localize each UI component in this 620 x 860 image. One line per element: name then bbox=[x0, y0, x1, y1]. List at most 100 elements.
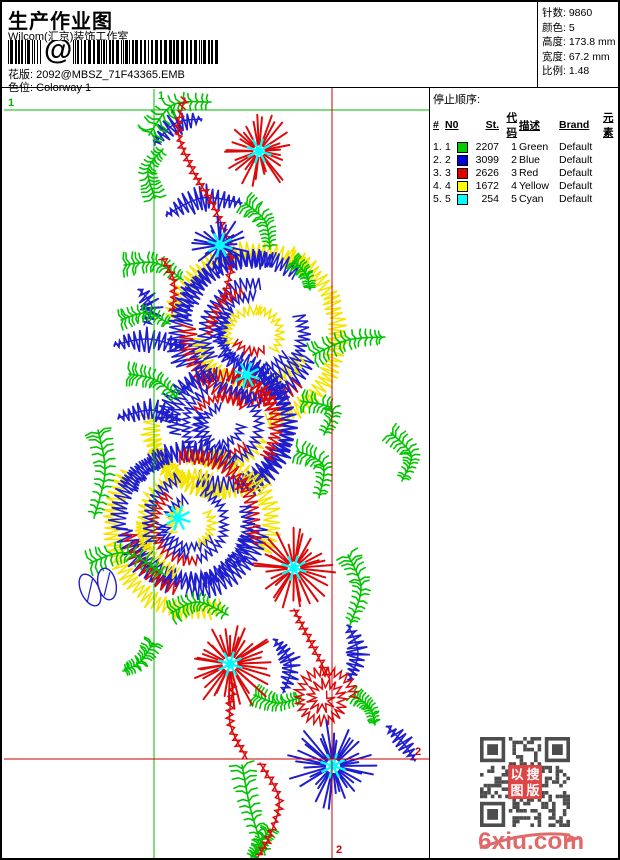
barcode-bar bbox=[75, 40, 77, 64]
stop-row-desc: Blue bbox=[519, 154, 541, 166]
stop-row-code: 5 bbox=[511, 193, 517, 205]
stop-row-stitches: 254 bbox=[481, 193, 499, 205]
barcode-bar bbox=[140, 40, 143, 64]
header-separator bbox=[2, 87, 618, 88]
barcode-bar bbox=[186, 40, 189, 64]
colorway-label: 色位: bbox=[8, 82, 34, 94]
stop-row-stitches: 2626 bbox=[475, 167, 499, 179]
barcode-bar bbox=[190, 40, 193, 64]
stop-sequence-panel: 停止顺序: # N0 St. 代码 描述 Brand 元素 1. 1 2207 1 Green Defa… bbox=[433, 91, 618, 205]
stop-row-seq: 3. bbox=[433, 167, 442, 179]
barcode-bar bbox=[109, 40, 112, 64]
stop-row-code: 3 bbox=[511, 167, 517, 179]
barcode-bar bbox=[181, 40, 185, 64]
barcode-bar bbox=[144, 40, 147, 64]
barcode-bar bbox=[199, 40, 201, 64]
stop-row-seq: 4. bbox=[433, 180, 442, 192]
barcode-bar bbox=[208, 40, 211, 64]
stop-row-seq: 1. bbox=[433, 141, 442, 153]
stop-row-brand: Default bbox=[559, 193, 593, 205]
column-header: 描述 bbox=[519, 119, 540, 132]
barcode-bar bbox=[112, 40, 115, 64]
column-header: N0 bbox=[445, 119, 459, 131]
column-header: 元素 bbox=[603, 112, 614, 139]
info-row: 高度: 173.8 mm bbox=[542, 36, 616, 48]
barcode-bar bbox=[201, 40, 203, 64]
guide-label: 2 bbox=[415, 746, 421, 758]
barcode-bar bbox=[169, 40, 173, 64]
barcode-bar bbox=[18, 40, 20, 64]
stop-row-brand: Default bbox=[559, 141, 593, 153]
stop-row-brand: Default bbox=[559, 180, 593, 192]
barcode-bar bbox=[121, 40, 123, 64]
barcode-bar bbox=[81, 40, 83, 64]
column-header: 代码 bbox=[506, 112, 518, 139]
thread-color-swatch bbox=[457, 180, 473, 192]
info-row: 针数: 9860 bbox=[542, 7, 593, 19]
barcode-bar bbox=[37, 40, 38, 64]
seal-char: 版 bbox=[526, 783, 539, 798]
guide-label: 2 bbox=[336, 844, 342, 856]
barcode-bar bbox=[135, 40, 139, 64]
colorway-value: Colorway 1 bbox=[36, 82, 92, 94]
barcode-bar bbox=[8, 40, 9, 64]
stop-row-code: 1 bbox=[511, 141, 517, 153]
pattern-label: 花版: bbox=[8, 69, 34, 81]
info-row: 颜色: 5 bbox=[542, 21, 575, 34]
info-row: 宽度: 67.2 mm bbox=[542, 50, 610, 63]
watermark-logo: 6xiu.com bbox=[472, 818, 592, 858]
barcode-at: @ bbox=[44, 40, 73, 64]
barcode-bar bbox=[116, 40, 120, 64]
barcode-bar bbox=[160, 40, 163, 64]
pattern-file-line: 花版: 2092@MBSZ_71F43365.EMB bbox=[8, 66, 185, 82]
barcode-bar bbox=[103, 40, 106, 64]
info-row: 比例: 1.48 bbox=[542, 65, 590, 77]
barcode-bar bbox=[148, 40, 150, 64]
stop-row-desc: Cyan bbox=[519, 193, 544, 205]
guide-label: 1 bbox=[8, 97, 14, 109]
barcode-bar bbox=[25, 40, 26, 64]
stop-row-stitches: 1672 bbox=[475, 180, 499, 192]
barcode-bar bbox=[93, 40, 96, 64]
colorway-line: 色位: Colorway 1 bbox=[8, 79, 91, 95]
seal-char: 图 bbox=[510, 783, 523, 798]
stop-row-desc: Green bbox=[519, 141, 549, 153]
barcode-bar bbox=[106, 40, 108, 64]
barcode-bar bbox=[27, 40, 30, 64]
thread-color-swatch bbox=[457, 167, 473, 179]
swatch bbox=[457, 154, 468, 166]
swatch bbox=[457, 180, 468, 192]
barcode-bar bbox=[101, 40, 103, 64]
swatch bbox=[457, 193, 468, 205]
stop-row-seq: 2. bbox=[433, 154, 442, 166]
barcode-bar bbox=[194, 40, 198, 64]
barcode-bar bbox=[123, 40, 125, 64]
stop-row-n0: 5 bbox=[445, 193, 451, 205]
barcode-bar bbox=[176, 40, 180, 64]
stop-row-stitches: 3099 bbox=[475, 154, 499, 166]
stop-row-desc: Red bbox=[519, 167, 539, 179]
barcode-bar bbox=[215, 40, 219, 64]
stop-row-n0: 3 bbox=[445, 167, 451, 179]
barcode-bar bbox=[40, 40, 41, 64]
barcode-bar bbox=[88, 40, 92, 64]
stop-sequence-table: # N0 St. 代码 描述 Brand 元素 1. 1 2207 1 Green Default 2. 2… bbox=[433, 110, 618, 205]
page-title: 生产作业图 bbox=[8, 11, 113, 33]
barcode-bar bbox=[84, 40, 87, 64]
logo-text: 6xiu.com bbox=[478, 828, 585, 855]
stop-row-n0: 4 bbox=[445, 180, 451, 192]
barcode-bar bbox=[73, 40, 75, 64]
thread-color-swatch bbox=[457, 193, 473, 205]
seal-char: 以 bbox=[510, 767, 523, 782]
qr-code: 以搜图版 bbox=[480, 737, 570, 832]
stop-row-n0: 1 bbox=[445, 141, 451, 153]
barcode-bar bbox=[97, 40, 101, 64]
stop-row-brand: Default bbox=[559, 154, 593, 166]
barcode-bar bbox=[151, 40, 154, 64]
barcode-bar bbox=[203, 40, 207, 64]
barcode-bar bbox=[129, 40, 131, 64]
design-barcode: @ bbox=[8, 40, 272, 64]
panel-divider bbox=[429, 88, 430, 858]
logo-swoosh-icon bbox=[479, 832, 580, 850]
thread-color-swatch bbox=[457, 141, 473, 153]
